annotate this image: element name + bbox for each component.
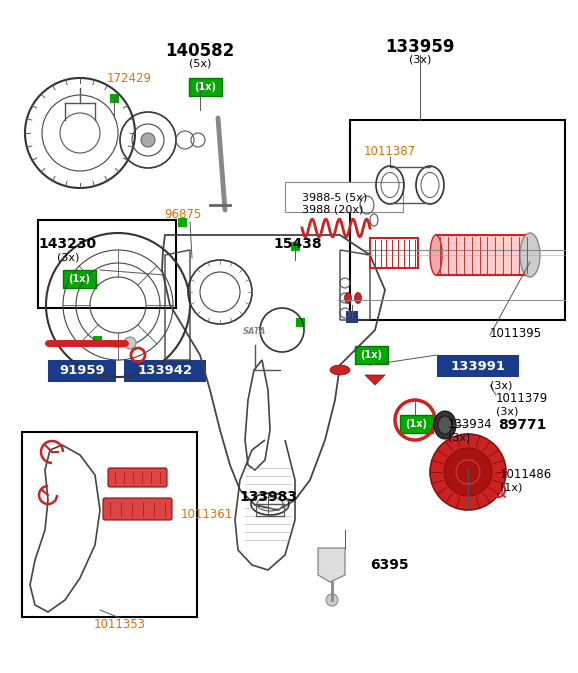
Bar bbox=[346, 311, 358, 323]
Text: SATA: SATA bbox=[243, 328, 266, 336]
Text: 172429: 172429 bbox=[107, 72, 152, 85]
Text: (3x): (3x) bbox=[448, 432, 470, 442]
Text: (1x): (1x) bbox=[69, 274, 91, 284]
Ellipse shape bbox=[520, 233, 540, 277]
Ellipse shape bbox=[344, 293, 351, 304]
Bar bbox=[355, 346, 388, 364]
Ellipse shape bbox=[430, 235, 442, 275]
Circle shape bbox=[141, 133, 155, 147]
Circle shape bbox=[326, 594, 338, 606]
Text: 133934: 133934 bbox=[448, 418, 492, 431]
Bar bbox=[400, 415, 433, 433]
Bar bbox=[296, 318, 305, 327]
Bar bbox=[124, 360, 206, 382]
Text: 3988-5 (5x): 3988-5 (5x) bbox=[302, 192, 367, 202]
Text: (1x): (1x) bbox=[361, 350, 383, 360]
Text: (1x): (1x) bbox=[195, 82, 217, 92]
Text: 133959: 133959 bbox=[386, 38, 455, 56]
Text: (3x): (3x) bbox=[409, 55, 431, 65]
Text: (5x): (5x) bbox=[189, 58, 211, 68]
Text: 1011486: 1011486 bbox=[500, 468, 552, 481]
Text: 1011379: 1011379 bbox=[496, 392, 549, 405]
Text: 96875: 96875 bbox=[164, 208, 202, 221]
Polygon shape bbox=[318, 548, 345, 582]
Bar bbox=[93, 336, 102, 345]
Text: 140582: 140582 bbox=[165, 42, 235, 60]
FancyBboxPatch shape bbox=[103, 498, 172, 520]
Text: (3x): (3x) bbox=[496, 406, 518, 416]
Text: (3x): (3x) bbox=[57, 252, 79, 262]
Bar bbox=[285, 182, 403, 212]
Text: (1x): (1x) bbox=[500, 482, 523, 492]
Text: 89771: 89771 bbox=[498, 418, 546, 432]
Text: (1x): (1x) bbox=[406, 419, 428, 429]
Text: 6395: 6395 bbox=[370, 558, 409, 572]
Text: 1011387: 1011387 bbox=[364, 145, 416, 158]
Circle shape bbox=[124, 337, 136, 349]
Bar bbox=[178, 218, 187, 227]
Text: 133942: 133942 bbox=[138, 365, 192, 378]
Text: 133983: 133983 bbox=[239, 490, 297, 504]
Text: (3x): (3x) bbox=[490, 380, 512, 390]
Bar bbox=[437, 355, 519, 377]
Ellipse shape bbox=[354, 293, 361, 304]
Circle shape bbox=[444, 448, 492, 496]
Bar bbox=[189, 78, 222, 96]
Bar bbox=[48, 360, 116, 382]
Ellipse shape bbox=[434, 411, 456, 439]
Circle shape bbox=[430, 434, 506, 510]
Polygon shape bbox=[365, 375, 385, 385]
Bar bbox=[350, 120, 565, 320]
Bar bbox=[38, 220, 176, 308]
Text: 3988 (20x): 3988 (20x) bbox=[302, 205, 364, 215]
Text: 143230: 143230 bbox=[39, 237, 97, 251]
Text: 1011395: 1011395 bbox=[490, 327, 542, 340]
Bar bbox=[291, 242, 300, 251]
Text: 1011353: 1011353 bbox=[94, 618, 146, 631]
FancyBboxPatch shape bbox=[108, 468, 167, 487]
Bar bbox=[110, 94, 119, 103]
Bar bbox=[63, 270, 96, 288]
Polygon shape bbox=[436, 235, 530, 275]
Text: 1011361: 1011361 bbox=[181, 508, 233, 521]
Text: 15438: 15438 bbox=[274, 237, 323, 251]
Ellipse shape bbox=[330, 365, 350, 375]
Ellipse shape bbox=[438, 416, 452, 434]
Bar bbox=[22, 432, 197, 617]
Text: 133991: 133991 bbox=[450, 359, 506, 372]
Text: 91959: 91959 bbox=[59, 365, 105, 378]
